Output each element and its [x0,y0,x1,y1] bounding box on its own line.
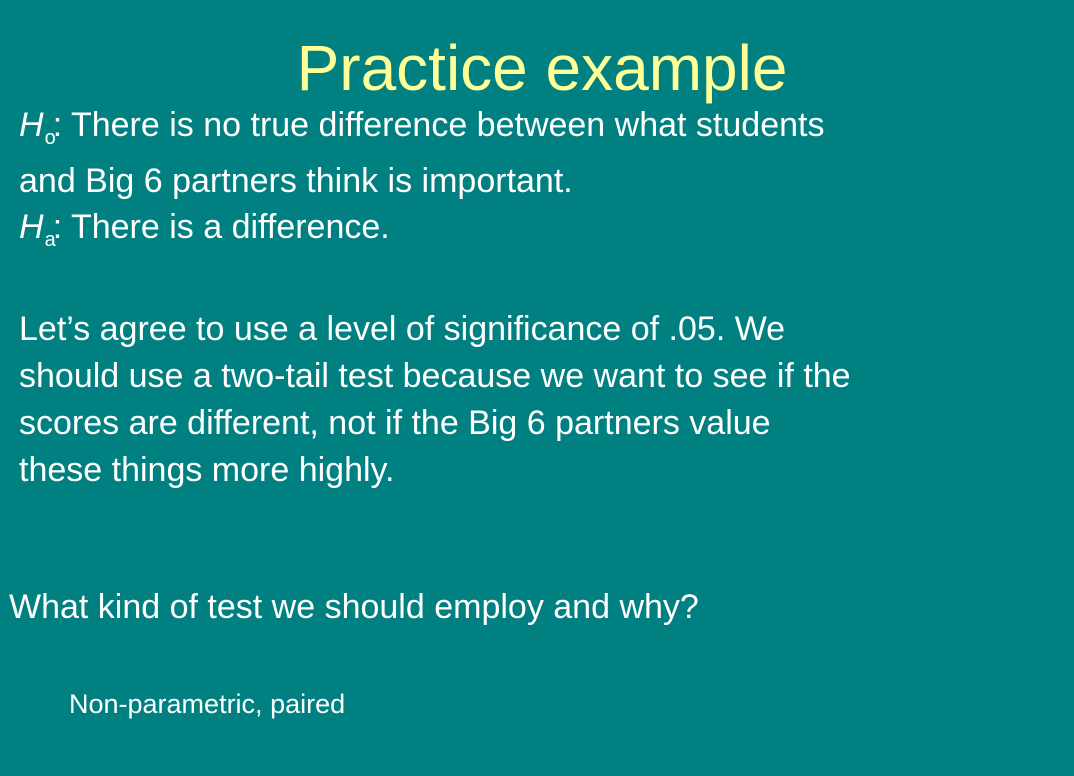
null-hypothesis-line2: and Big 6 partners think is important. [19,162,573,200]
paragraph-line: Let’s agree to use a level of significan… [19,310,786,348]
question-text: What kind of test we should employ and w… [9,588,699,626]
null-hypothesis-symbol: H [19,106,44,144]
paragraph-line: should use a two-tail test because we wa… [19,357,851,395]
paragraph-line: scores are different, not if the Big 6 p… [19,404,771,442]
alternative-hypothesis: Ha: There is a difference. [19,203,390,256]
significance-paragraph: Let’s agree to use a level of significan… [19,306,1059,494]
null-hypothesis-line1: : There is no true difference between wh… [52,106,825,144]
null-hypothesis: Ho: There is no true difference between … [19,101,824,154]
paragraph-line: these things more highly. [19,451,395,489]
null-hypothesis-subscript: o [44,127,56,149]
alt-hypothesis-text: : There is a difference. [52,208,390,246]
alt-hypothesis-subscript: a [44,229,56,251]
slide-title: Practice example [296,32,788,104]
answer-text: Non-parametric, paired [69,689,346,719]
alt-hypothesis-symbol: H [19,208,44,246]
